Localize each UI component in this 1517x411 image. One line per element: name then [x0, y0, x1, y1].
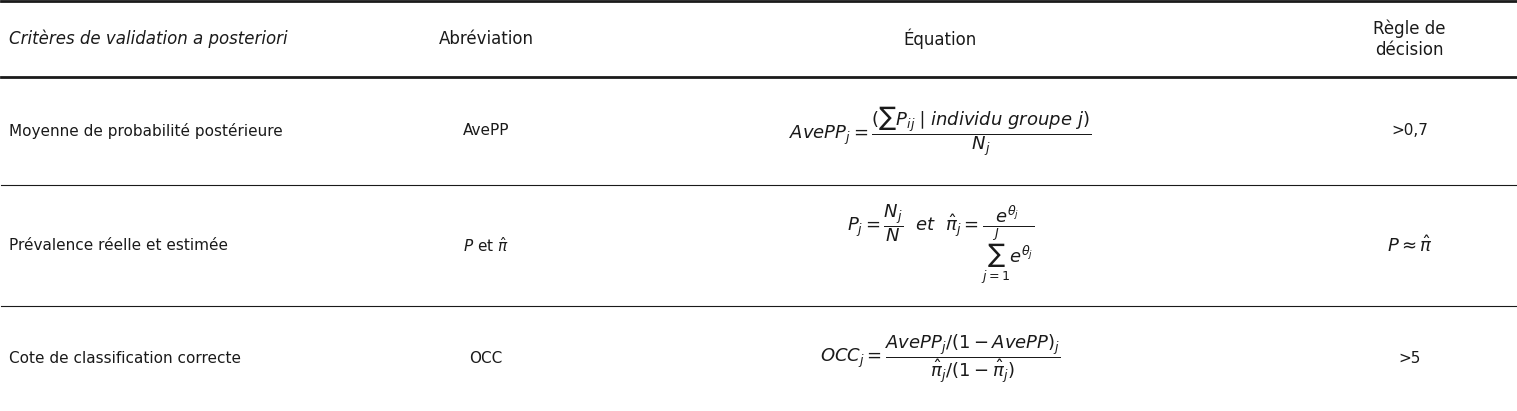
Text: Prévalence réelle et estimée: Prévalence réelle et estimée [9, 238, 228, 253]
Text: $P \approx \hat{\pi}$: $P \approx \hat{\pi}$ [1387, 235, 1432, 256]
Text: $P_j = \dfrac{N_j}{N} \ \ \mathit{et} \ \ \hat{\pi}_j = \dfrac{e^{\theta_j}}{\su: $P_j = \dfrac{N_j}{N} \ \ \mathit{et} \ … [846, 203, 1033, 287]
Text: $AvePP_j = \dfrac{(\sum P_{ij} \mid \mathit{individu\ groupe\ j})}{N_j}$: $AvePP_j = \dfrac{(\sum P_{ij} \mid \mat… [789, 104, 1091, 158]
Text: Moyenne de probabilité postérieure: Moyenne de probabilité postérieure [9, 123, 282, 139]
Text: Cote de classification correcte: Cote de classification correcte [9, 351, 241, 366]
Text: Critères de validation a posteriori: Critères de validation a posteriori [9, 30, 288, 48]
Text: AvePP: AvePP [463, 123, 510, 139]
Text: >5: >5 [1399, 351, 1421, 366]
Text: OCC: OCC [469, 351, 502, 366]
Text: $OCC_j = \dfrac{AvePP_j/(1-AvePP)_j}{\hat{\pi}_j/(1-\hat{\pi}_j)}$: $OCC_j = \dfrac{AvePP_j/(1-AvePP)_j}{\ha… [819, 332, 1060, 385]
Text: Abréviation: Abréviation [438, 30, 534, 48]
Text: >0,7: >0,7 [1391, 123, 1427, 139]
Text: $P$ et $\hat{\pi}$: $P$ et $\hat{\pi}$ [463, 236, 508, 255]
Text: Règle de
décision: Règle de décision [1373, 19, 1446, 59]
Text: Équation: Équation [904, 29, 977, 49]
